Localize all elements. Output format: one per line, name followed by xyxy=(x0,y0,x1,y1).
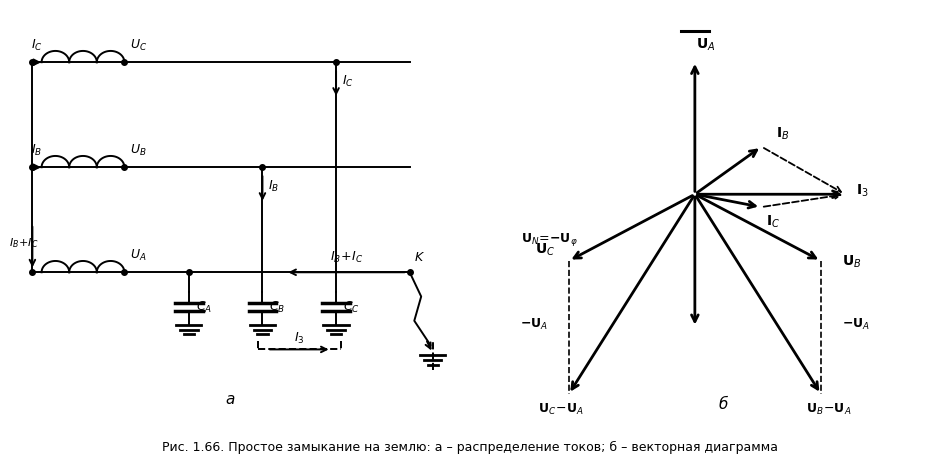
Text: $U_C$: $U_C$ xyxy=(130,38,147,53)
Text: $C_B$: $C_B$ xyxy=(269,300,285,315)
Text: $I_B$: $I_B$ xyxy=(268,179,279,194)
Text: $\mathbf{U}_B\!-\!\mathbf{U}_A$: $\mathbf{U}_B\!-\!\mathbf{U}_A$ xyxy=(806,402,852,417)
Text: $\mathbf{U}_B$: $\mathbf{U}_B$ xyxy=(841,253,861,269)
Text: $I_B$: $I_B$ xyxy=(32,143,42,158)
Text: $\mathbf{U}_C\!-\!\mathbf{U}_A$: $\mathbf{U}_C\!-\!\mathbf{U}_A$ xyxy=(538,402,584,417)
Text: $I_3$: $I_3$ xyxy=(294,331,304,346)
Text: $\mathbf{U}_A$: $\mathbf{U}_A$ xyxy=(697,36,716,52)
Text: $\mathbf{U}_C$: $\mathbf{U}_C$ xyxy=(534,242,555,258)
Text: $\mathbf{I}_B$: $\mathbf{I}_B$ xyxy=(776,126,789,142)
Text: $C_C$: $C_C$ xyxy=(343,300,360,315)
Text: $\mathbf{-U}_A$: $\mathbf{-U}_A$ xyxy=(520,316,548,331)
Text: $\mathbf{U}_N\!=\!\mathbf{-U}_\varphi$: $\mathbf{U}_N\!=\!\mathbf{-U}_\varphi$ xyxy=(521,230,577,247)
Text: K: K xyxy=(414,251,423,264)
Text: б: б xyxy=(718,397,728,412)
Text: а: а xyxy=(225,392,235,407)
Text: $I_B\!+\!I_C$: $I_B\!+\!I_C$ xyxy=(330,250,363,265)
Text: $I_B\!+\!I_C$: $I_B\!+\!I_C$ xyxy=(9,236,39,250)
Text: $\mathbf{-U}_A$: $\mathbf{-U}_A$ xyxy=(841,316,870,331)
Text: $C_A$: $C_A$ xyxy=(195,300,212,315)
Text: $I_C$: $I_C$ xyxy=(32,38,43,53)
Text: $U_A$: $U_A$ xyxy=(130,248,146,263)
Text: $U_B$: $U_B$ xyxy=(130,143,146,158)
Text: Рис. 1.66. Простое замыкание на землю: а – распределение токов; б – векторная ди: Рис. 1.66. Простое замыкание на землю: а… xyxy=(162,442,777,454)
Text: $I_C$: $I_C$ xyxy=(342,73,353,89)
Text: $\mathbf{I}_C$: $\mathbf{I}_C$ xyxy=(765,214,779,230)
Text: $\mathbf{I}_3$: $\mathbf{I}_3$ xyxy=(856,182,870,199)
